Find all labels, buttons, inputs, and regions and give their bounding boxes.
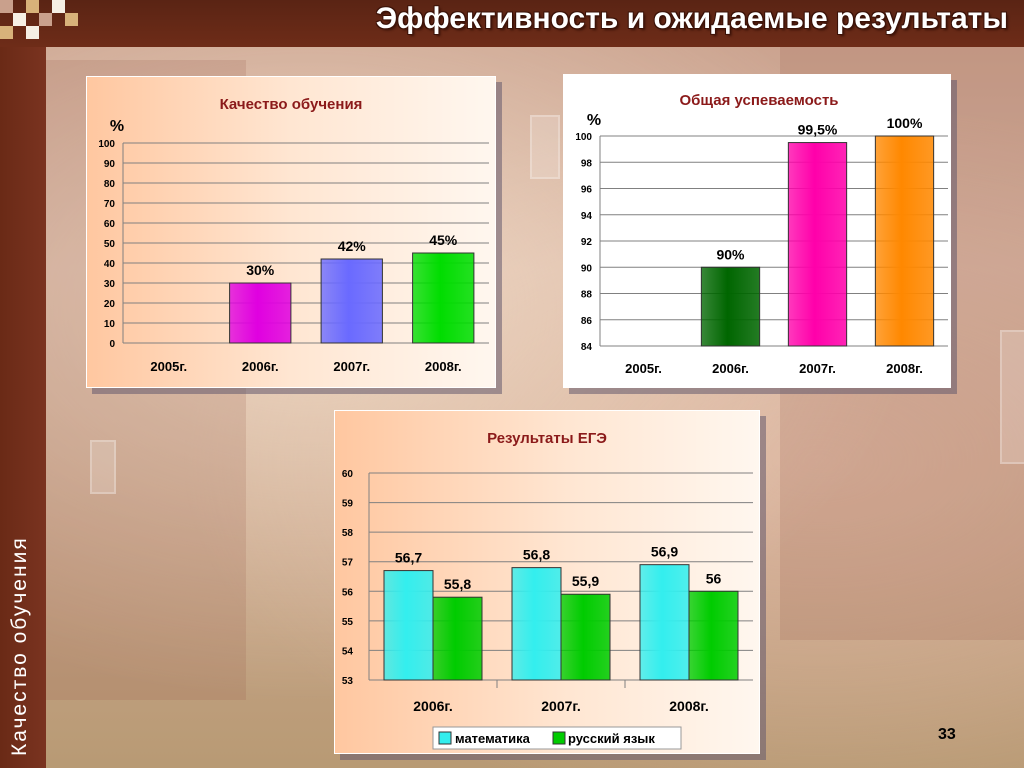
chart-panel-quality: Качество обучения% 0 10 20 30 40 50 60 70 80 90 100…	[86, 76, 496, 388]
background-window	[90, 440, 116, 494]
y-tick-label: 55	[342, 617, 354, 628]
legend-swatch	[552, 731, 566, 745]
x-tick-label: 2008г.	[669, 698, 708, 714]
page-title: Эффективность и ожидаемые результаты	[375, 2, 1008, 35]
bar	[874, 135, 935, 347]
chart-panel-progress: Общая успеваемость% 84 86 88 90 92 94 96 98 100 20…	[563, 74, 951, 388]
background-window	[1000, 330, 1024, 464]
y-tick-label: 100	[575, 132, 592, 143]
y-tick-label: 60	[104, 219, 116, 230]
bar	[412, 252, 475, 344]
y-tick-label: 86	[581, 316, 593, 327]
y-tick-label: 56	[342, 587, 354, 598]
y-tick-label: 70	[104, 199, 116, 210]
legend-label: русский язык	[568, 731, 655, 746]
x-tick-label: 2007г.	[333, 359, 370, 374]
y-axis-unit-label: %	[587, 112, 601, 129]
x-tick-label: 2007г.	[799, 361, 836, 376]
data-label: 56,7	[395, 550, 422, 566]
x-tick-label: 2008г.	[425, 359, 462, 374]
bar	[320, 258, 383, 344]
y-tick-label: 54	[342, 646, 354, 657]
y-tick-label: 58	[342, 528, 354, 539]
data-label: 56,9	[651, 544, 678, 560]
x-tick-label: 2005г.	[150, 359, 187, 374]
y-tick-label: 53	[342, 676, 354, 687]
data-label: 55,9	[572, 573, 599, 589]
data-label: 100%	[887, 115, 923, 131]
x-tick-label: 2006г.	[413, 698, 452, 714]
x-tick-label: 2006г.	[242, 359, 279, 374]
y-tick-label: 84	[581, 342, 593, 353]
y-tick-label: 0	[109, 339, 115, 350]
logo-squares-icon	[0, 0, 80, 47]
bar	[432, 596, 483, 681]
chart-title: Качество обучения	[220, 96, 363, 113]
y-tick-label: 50	[104, 239, 116, 250]
legend-swatch	[438, 731, 452, 745]
y-axis-unit-label: %	[110, 118, 124, 135]
y-tick-label: 90	[104, 159, 116, 170]
chart-title: Результаты ЕГЭ	[487, 430, 607, 447]
x-tick-label: 2005г.	[625, 361, 662, 376]
bar	[700, 266, 761, 347]
bar	[383, 570, 434, 681]
y-tick-label: 96	[581, 185, 593, 196]
y-tick-label: 100	[98, 139, 115, 150]
y-tick-label: 98	[581, 158, 593, 169]
x-tick-label: 2006г.	[712, 361, 749, 376]
bar	[229, 282, 292, 344]
data-label: 99,5%	[798, 122, 838, 138]
title-bar: Эффективность и ожидаемые результаты	[0, 0, 1024, 47]
data-label: 56,8	[523, 547, 550, 563]
bar	[560, 593, 611, 681]
page-number: 33	[938, 726, 956, 743]
data-label: 45%	[429, 232, 458, 248]
y-tick-label: 92	[581, 237, 593, 248]
y-tick-label: 80	[104, 179, 116, 190]
y-tick-label: 57	[342, 558, 354, 569]
y-tick-label: 60	[342, 469, 354, 480]
y-tick-label: 94	[581, 211, 593, 222]
bar	[787, 142, 848, 347]
data-label: 30%	[246, 262, 275, 278]
y-tick-label: 20	[104, 299, 116, 310]
y-tick-label: 30	[104, 279, 116, 290]
chart-title: Общая успеваемость	[679, 92, 838, 109]
progress-chart: Общая успеваемость% 84 86 88 90 92 94 96 98 100 20…	[575, 92, 948, 376]
y-tick-label: 90	[581, 263, 593, 274]
bar	[639, 564, 690, 681]
ege-chart: Результаты ЕГЭ 53 54 55 56 57 58 59 60 2006г. 56,7…	[342, 430, 753, 750]
data-label: 56	[706, 570, 722, 586]
sidebar-label: Качество обучения	[8, 536, 31, 756]
x-tick-label: 2007г.	[541, 698, 580, 714]
y-tick-label: 40	[104, 259, 116, 270]
data-label: 42%	[338, 238, 367, 254]
x-tick-label: 2008г.	[886, 361, 923, 376]
y-tick-label: 88	[581, 290, 593, 301]
y-tick-label: 10	[104, 319, 116, 330]
bar	[511, 567, 562, 681]
y-tick-label: 59	[342, 499, 354, 510]
chart-panel-ege: Результаты ЕГЭ 53 54 55 56 57 58 59 60 2006г. 56,7…	[334, 410, 760, 754]
data-label: 55,8	[444, 576, 471, 592]
quality-chart: Качество обучения% 0 10 20 30 40 50 60 70 80 90 100…	[98, 96, 489, 374]
left-sidebar	[0, 47, 46, 768]
legend-label: математика	[455, 731, 531, 746]
background-window	[530, 115, 560, 179]
data-label: 90%	[716, 246, 745, 262]
bar	[688, 590, 739, 681]
